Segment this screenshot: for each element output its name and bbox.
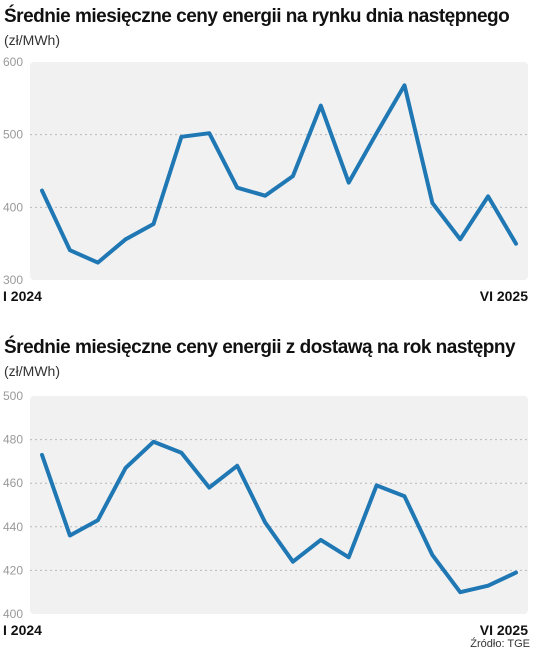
y-tick-label: 400: [3, 607, 23, 621]
y-tick-label: 500: [3, 389, 23, 403]
data-point: [152, 440, 156, 444]
data-point: [319, 538, 323, 542]
y-tick-label: 600: [3, 55, 23, 69]
series-line: [40, 439, 518, 595]
data-point: [402, 494, 406, 498]
data-point: [235, 464, 239, 468]
data-point: [179, 135, 183, 139]
data-point: [40, 453, 44, 457]
data-point: [40, 189, 44, 193]
y-tick-label: 480: [3, 433, 23, 447]
chart1-title: Średnie miesięczne ceny energii na rynku…: [4, 6, 510, 27]
data-point: [347, 181, 351, 185]
data-point: [207, 486, 211, 490]
plot-area: [30, 62, 528, 280]
chart2-unit: (zł/MWh): [4, 363, 60, 379]
y-tick-label: 440: [3, 520, 23, 534]
chart2-line-chart: 400 420 440 460 480 500 I 2024 VI 2025: [3, 389, 528, 638]
chart1-unit: (zł/MWh): [4, 32, 60, 48]
data-point: [179, 451, 183, 455]
plot-area: [30, 396, 528, 614]
x-label-first: I 2024: [3, 622, 42, 638]
data-point: [291, 560, 295, 564]
y-tick-label: 400: [3, 200, 23, 214]
data-point: [124, 237, 128, 241]
data-point: [458, 590, 462, 594]
data-point: [68, 248, 72, 252]
data-point: [291, 174, 295, 178]
data-point: [68, 534, 72, 538]
data-point: [375, 483, 379, 487]
data-point: [486, 584, 490, 588]
x-label-last: VI 2025: [480, 288, 528, 304]
series-line: [40, 83, 518, 265]
data-point: [263, 194, 267, 198]
data-point: [319, 104, 323, 108]
data-point: [347, 555, 351, 559]
y-tick-label: 460: [3, 476, 23, 490]
y-tick-label: 420: [3, 563, 23, 577]
source-note: Źródło: TGE: [470, 638, 530, 650]
chart1-line-chart: 300 400 500 600 I 2024 VI 2025: [3, 55, 528, 304]
data-point: [514, 571, 518, 575]
data-point: [96, 261, 100, 265]
y-tick-label: 300: [3, 273, 23, 287]
data-point: [402, 83, 406, 87]
data-point: [486, 194, 490, 198]
data-point: [375, 131, 379, 135]
data-point: [514, 242, 518, 246]
chart2-title: Średnie miesięczne ceny energii z dostaw…: [4, 337, 516, 358]
x-label-first: I 2024: [3, 288, 42, 304]
data-point: [152, 222, 156, 226]
data-point: [235, 186, 239, 190]
y-tick-label: 500: [3, 128, 23, 142]
data-point: [458, 237, 462, 241]
data-point: [124, 466, 128, 470]
data-point: [430, 201, 434, 205]
data-point: [263, 520, 267, 524]
x-label-last: VI 2025: [480, 622, 528, 638]
data-point: [207, 131, 211, 135]
data-point: [430, 553, 434, 557]
data-point: [96, 518, 100, 522]
